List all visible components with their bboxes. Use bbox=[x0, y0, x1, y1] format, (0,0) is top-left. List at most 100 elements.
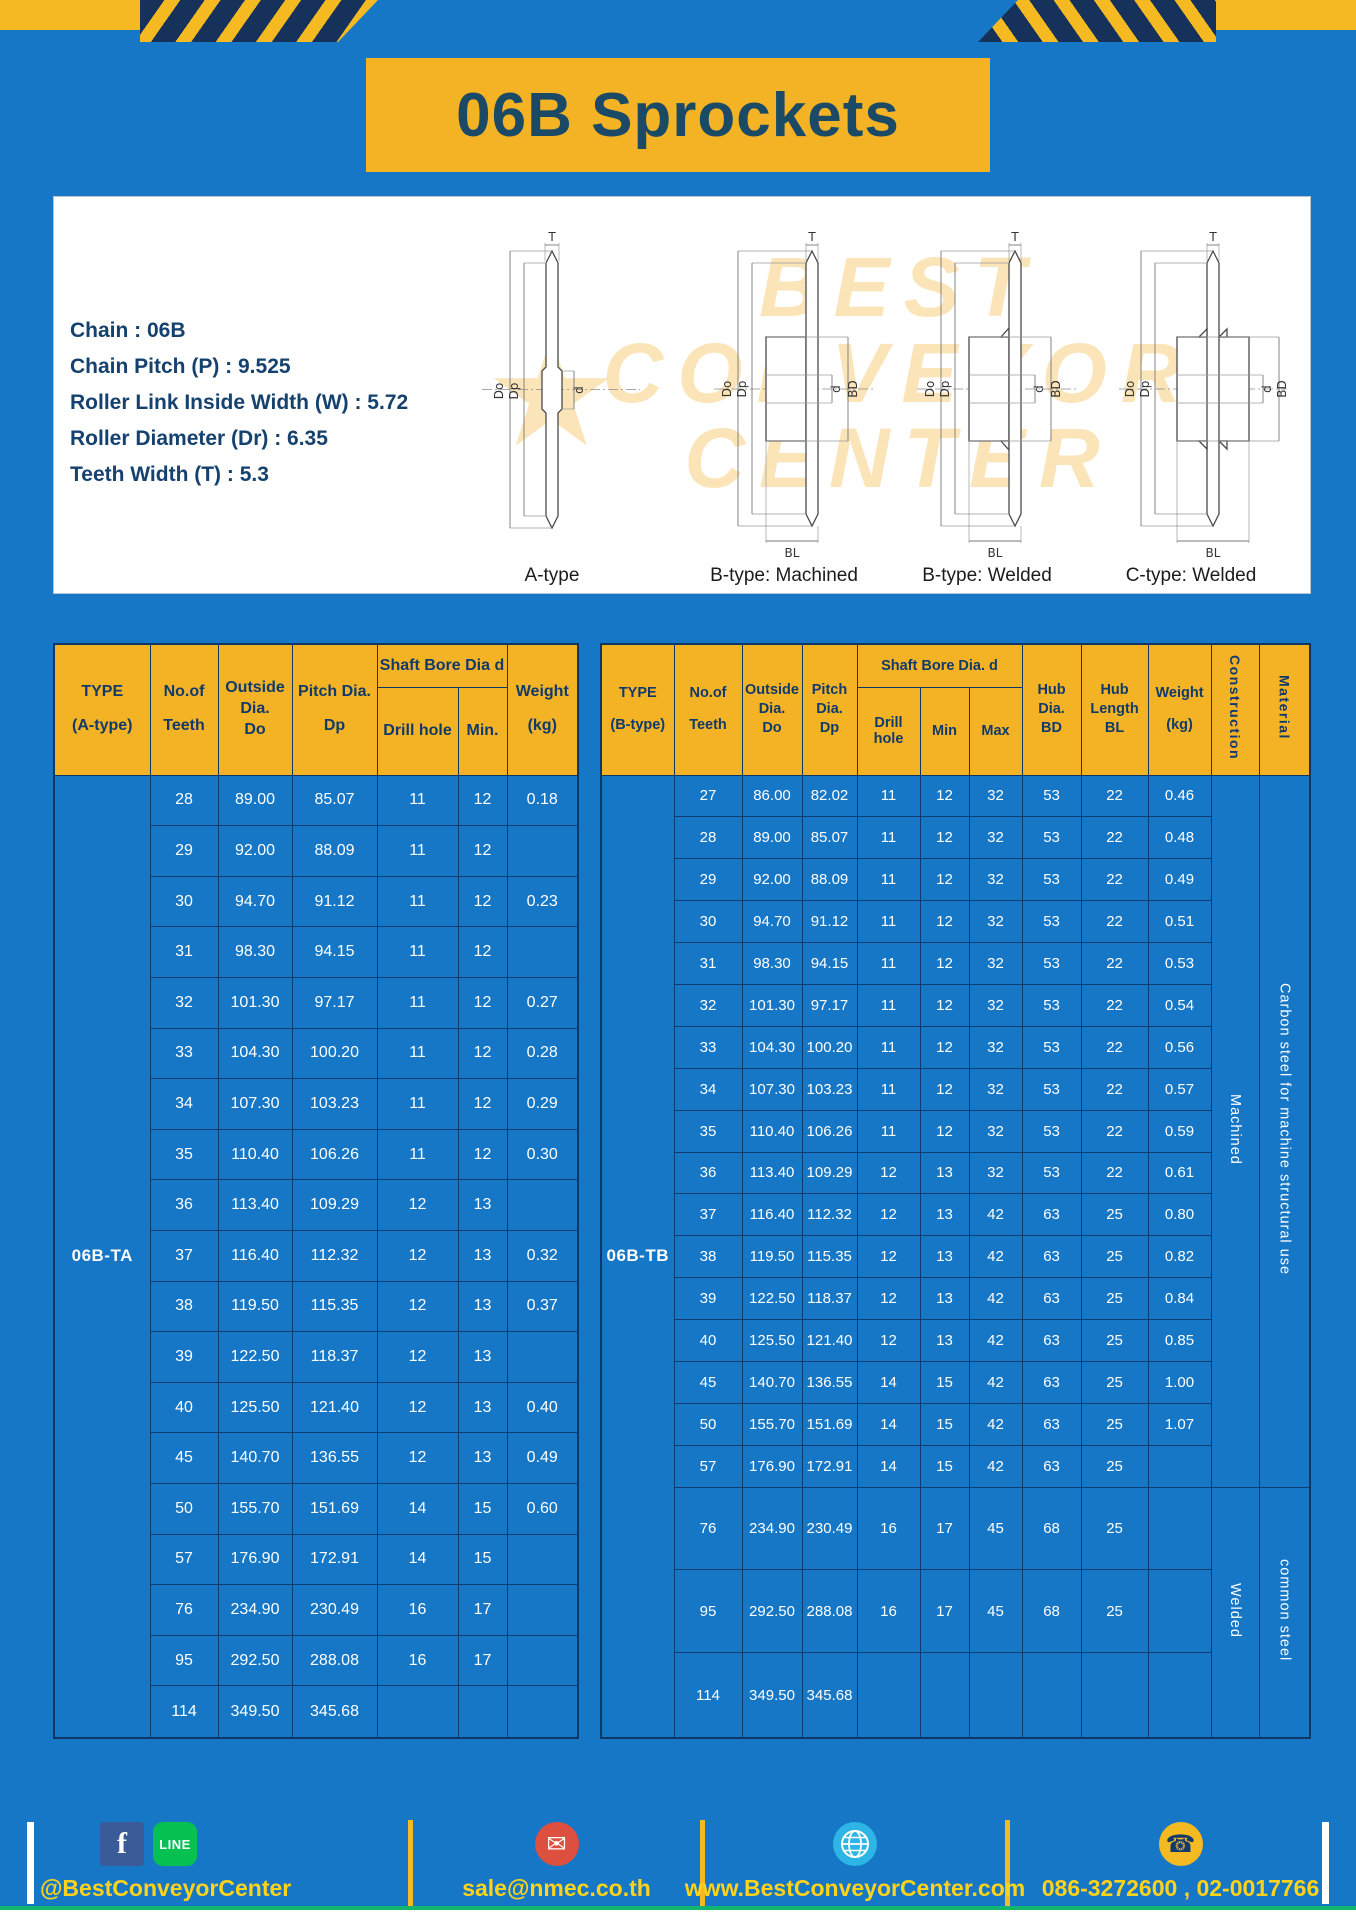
col-header-type: TYPE (A-type) bbox=[53, 643, 151, 776]
diagram-b-type-machined: T Do Dp d BD BL B-type: Machined bbox=[684, 231, 884, 587]
data-cell: 116.40 bbox=[217, 1229, 293, 1282]
data-cell: 12 bbox=[856, 1277, 921, 1321]
data-cell: 16 bbox=[856, 1569, 921, 1654]
table-row: 31 98.30 94.15 11 12 bbox=[54, 926, 579, 978]
data-cell: 28 bbox=[149, 774, 219, 827]
data-cell: 32 bbox=[673, 983, 743, 1027]
data-cell: 53 bbox=[1021, 1067, 1082, 1111]
col-header-min: Min. bbox=[457, 686, 508, 776]
data-cell: 22 bbox=[1080, 774, 1149, 818]
data-cell: 104.30 bbox=[217, 1027, 293, 1080]
data-cell: 0.60 bbox=[506, 1483, 579, 1535]
data-cell: 109.29 bbox=[291, 1179, 378, 1231]
line-icon: LINE bbox=[153, 1822, 197, 1866]
col-header-shaft-bore-group: Shaft Bore Dia. d bbox=[856, 643, 1023, 688]
data-cell: 14 bbox=[856, 1360, 921, 1404]
data-cell: 32 bbox=[968, 1151, 1023, 1195]
data-cell: 12 bbox=[457, 825, 508, 877]
data-cell bbox=[457, 1685, 508, 1739]
data-cell: 25 bbox=[1080, 1486, 1149, 1571]
data-cell: 63 bbox=[1021, 1360, 1082, 1404]
data-cell: 53 bbox=[1021, 858, 1082, 902]
data-cell bbox=[506, 1634, 579, 1687]
data-cell: 13 bbox=[457, 1179, 508, 1231]
data-cell: 11 bbox=[856, 942, 921, 985]
data-cell: 0.61 bbox=[1147, 1151, 1212, 1195]
footer-phone-section: ☎ 086-3272600 , 02-0017766 bbox=[1010, 1820, 1351, 1906]
data-cell: 13 bbox=[457, 1229, 508, 1282]
construction-cell: Welded bbox=[1210, 1486, 1260, 1739]
data-cell: 63 bbox=[1021, 1319, 1082, 1362]
data-cell: 30 bbox=[673, 900, 743, 944]
data-cell: 176.90 bbox=[217, 1533, 293, 1586]
data-cell: 15 bbox=[919, 1402, 970, 1446]
data-cell: 0.59 bbox=[1147, 1109, 1212, 1153]
diagram-c-type-welded: T Do Dp d BD BL C-type: Welded bbox=[1091, 231, 1291, 587]
data-cell: 15 bbox=[919, 1360, 970, 1404]
dim-label-do: Do bbox=[720, 381, 734, 398]
data-cell: 42 bbox=[968, 1235, 1023, 1279]
spec-line-roller-diameter: Roller Diameter (Dr) : 6.35 bbox=[70, 427, 328, 450]
table-row: 40 125.50 121.40 12 13 0.40 bbox=[54, 1381, 579, 1434]
data-cell: 101.30 bbox=[217, 976, 293, 1029]
data-cell bbox=[1021, 1652, 1082, 1739]
table-row: 06B-TA 28 89.00 85.07 11 12 0.18 bbox=[53, 774, 579, 1739]
data-cell: 13 bbox=[457, 1432, 508, 1485]
data-cell: 15 bbox=[457, 1483, 508, 1535]
data-cell: 114 bbox=[149, 1685, 219, 1739]
data-cell: 88.09 bbox=[801, 858, 858, 902]
data-cell: 50 bbox=[149, 1483, 219, 1535]
col-header-drill-hole: Drill hole bbox=[376, 686, 459, 776]
material-cell: common steel bbox=[1258, 1486, 1311, 1739]
data-cell: 63 bbox=[1021, 1193, 1082, 1237]
col-header-hub-length: Hub Length BL bbox=[1080, 643, 1149, 776]
data-cell: 345.68 bbox=[291, 1685, 378, 1739]
table-row: 39 122.50 118.37 12 13 42 63 25 0.84 bbox=[601, 1277, 1310, 1321]
data-cell: 31 bbox=[673, 942, 743, 985]
data-cell: 0.54 bbox=[1147, 983, 1212, 1027]
footer-website-section: www.BestConveyorCenter.com bbox=[685, 1820, 1025, 1906]
diagram-b-type-welded: T Do Dp d BD BL B-type: Welded bbox=[887, 231, 1087, 587]
col-header-shaft-bore-group: Shaft Bore Dia d bbox=[376, 643, 508, 688]
data-cell: 114 bbox=[673, 1652, 743, 1739]
dim-label-bd: BD bbox=[1049, 380, 1063, 397]
data-cell: 53 bbox=[1021, 1109, 1082, 1153]
data-cell: 45 bbox=[673, 1360, 743, 1404]
data-cell: 12 bbox=[856, 1193, 921, 1237]
data-cell: 100.20 bbox=[291, 1027, 378, 1080]
type-label-cell: 06B-TA bbox=[53, 774, 151, 1739]
data-cell: 0.56 bbox=[1147, 1025, 1212, 1069]
data-cell: 88.09 bbox=[291, 825, 378, 877]
data-cell: 22 bbox=[1080, 900, 1149, 944]
type-label-cell: 06B-TB bbox=[600, 774, 675, 1739]
table-row: 38 119.50 115.35 12 13 0.37 bbox=[54, 1280, 579, 1333]
data-cell: 25 bbox=[1080, 1319, 1149, 1362]
data-cell: 16 bbox=[856, 1486, 921, 1571]
data-cell: 12 bbox=[457, 1078, 508, 1130]
data-cell: 234.90 bbox=[217, 1584, 293, 1636]
data-cell: 13 bbox=[457, 1280, 508, 1333]
data-cell: 0.18 bbox=[506, 774, 579, 827]
data-cell: 0.51 bbox=[1147, 900, 1212, 944]
data-cell: 98.30 bbox=[741, 942, 803, 985]
bottom-accent-line bbox=[0, 1906, 1356, 1910]
table-row: 35 110.40 106.26 11 12 32 53 22 0.59 bbox=[601, 1109, 1310, 1153]
data-cell: 17 bbox=[919, 1486, 970, 1571]
data-cell: 22 bbox=[1080, 983, 1149, 1027]
dim-label-dp: Dp bbox=[735, 381, 749, 398]
hazard-stripe-right bbox=[978, 0, 1216, 42]
data-cell: 76 bbox=[149, 1584, 219, 1636]
data-cell: 113.40 bbox=[217, 1179, 293, 1231]
table-row: 30 94.70 91.12 11 12 32 53 22 0.51 bbox=[601, 900, 1310, 944]
data-cell: 32 bbox=[968, 983, 1023, 1027]
data-cell: 85.07 bbox=[291, 774, 378, 827]
data-cell: 12 bbox=[919, 1109, 970, 1153]
data-cell: 106.26 bbox=[291, 1128, 378, 1181]
data-cell: 37 bbox=[673, 1193, 743, 1237]
data-cell: 12 bbox=[919, 1025, 970, 1069]
data-cell: 16 bbox=[376, 1584, 459, 1636]
data-cell: 32 bbox=[968, 1025, 1023, 1069]
data-cell: 33 bbox=[673, 1025, 743, 1069]
data-cell: 89.00 bbox=[217, 774, 293, 827]
spec-line-teeth-width: Teeth Width (T) : 5.3 bbox=[70, 463, 269, 486]
